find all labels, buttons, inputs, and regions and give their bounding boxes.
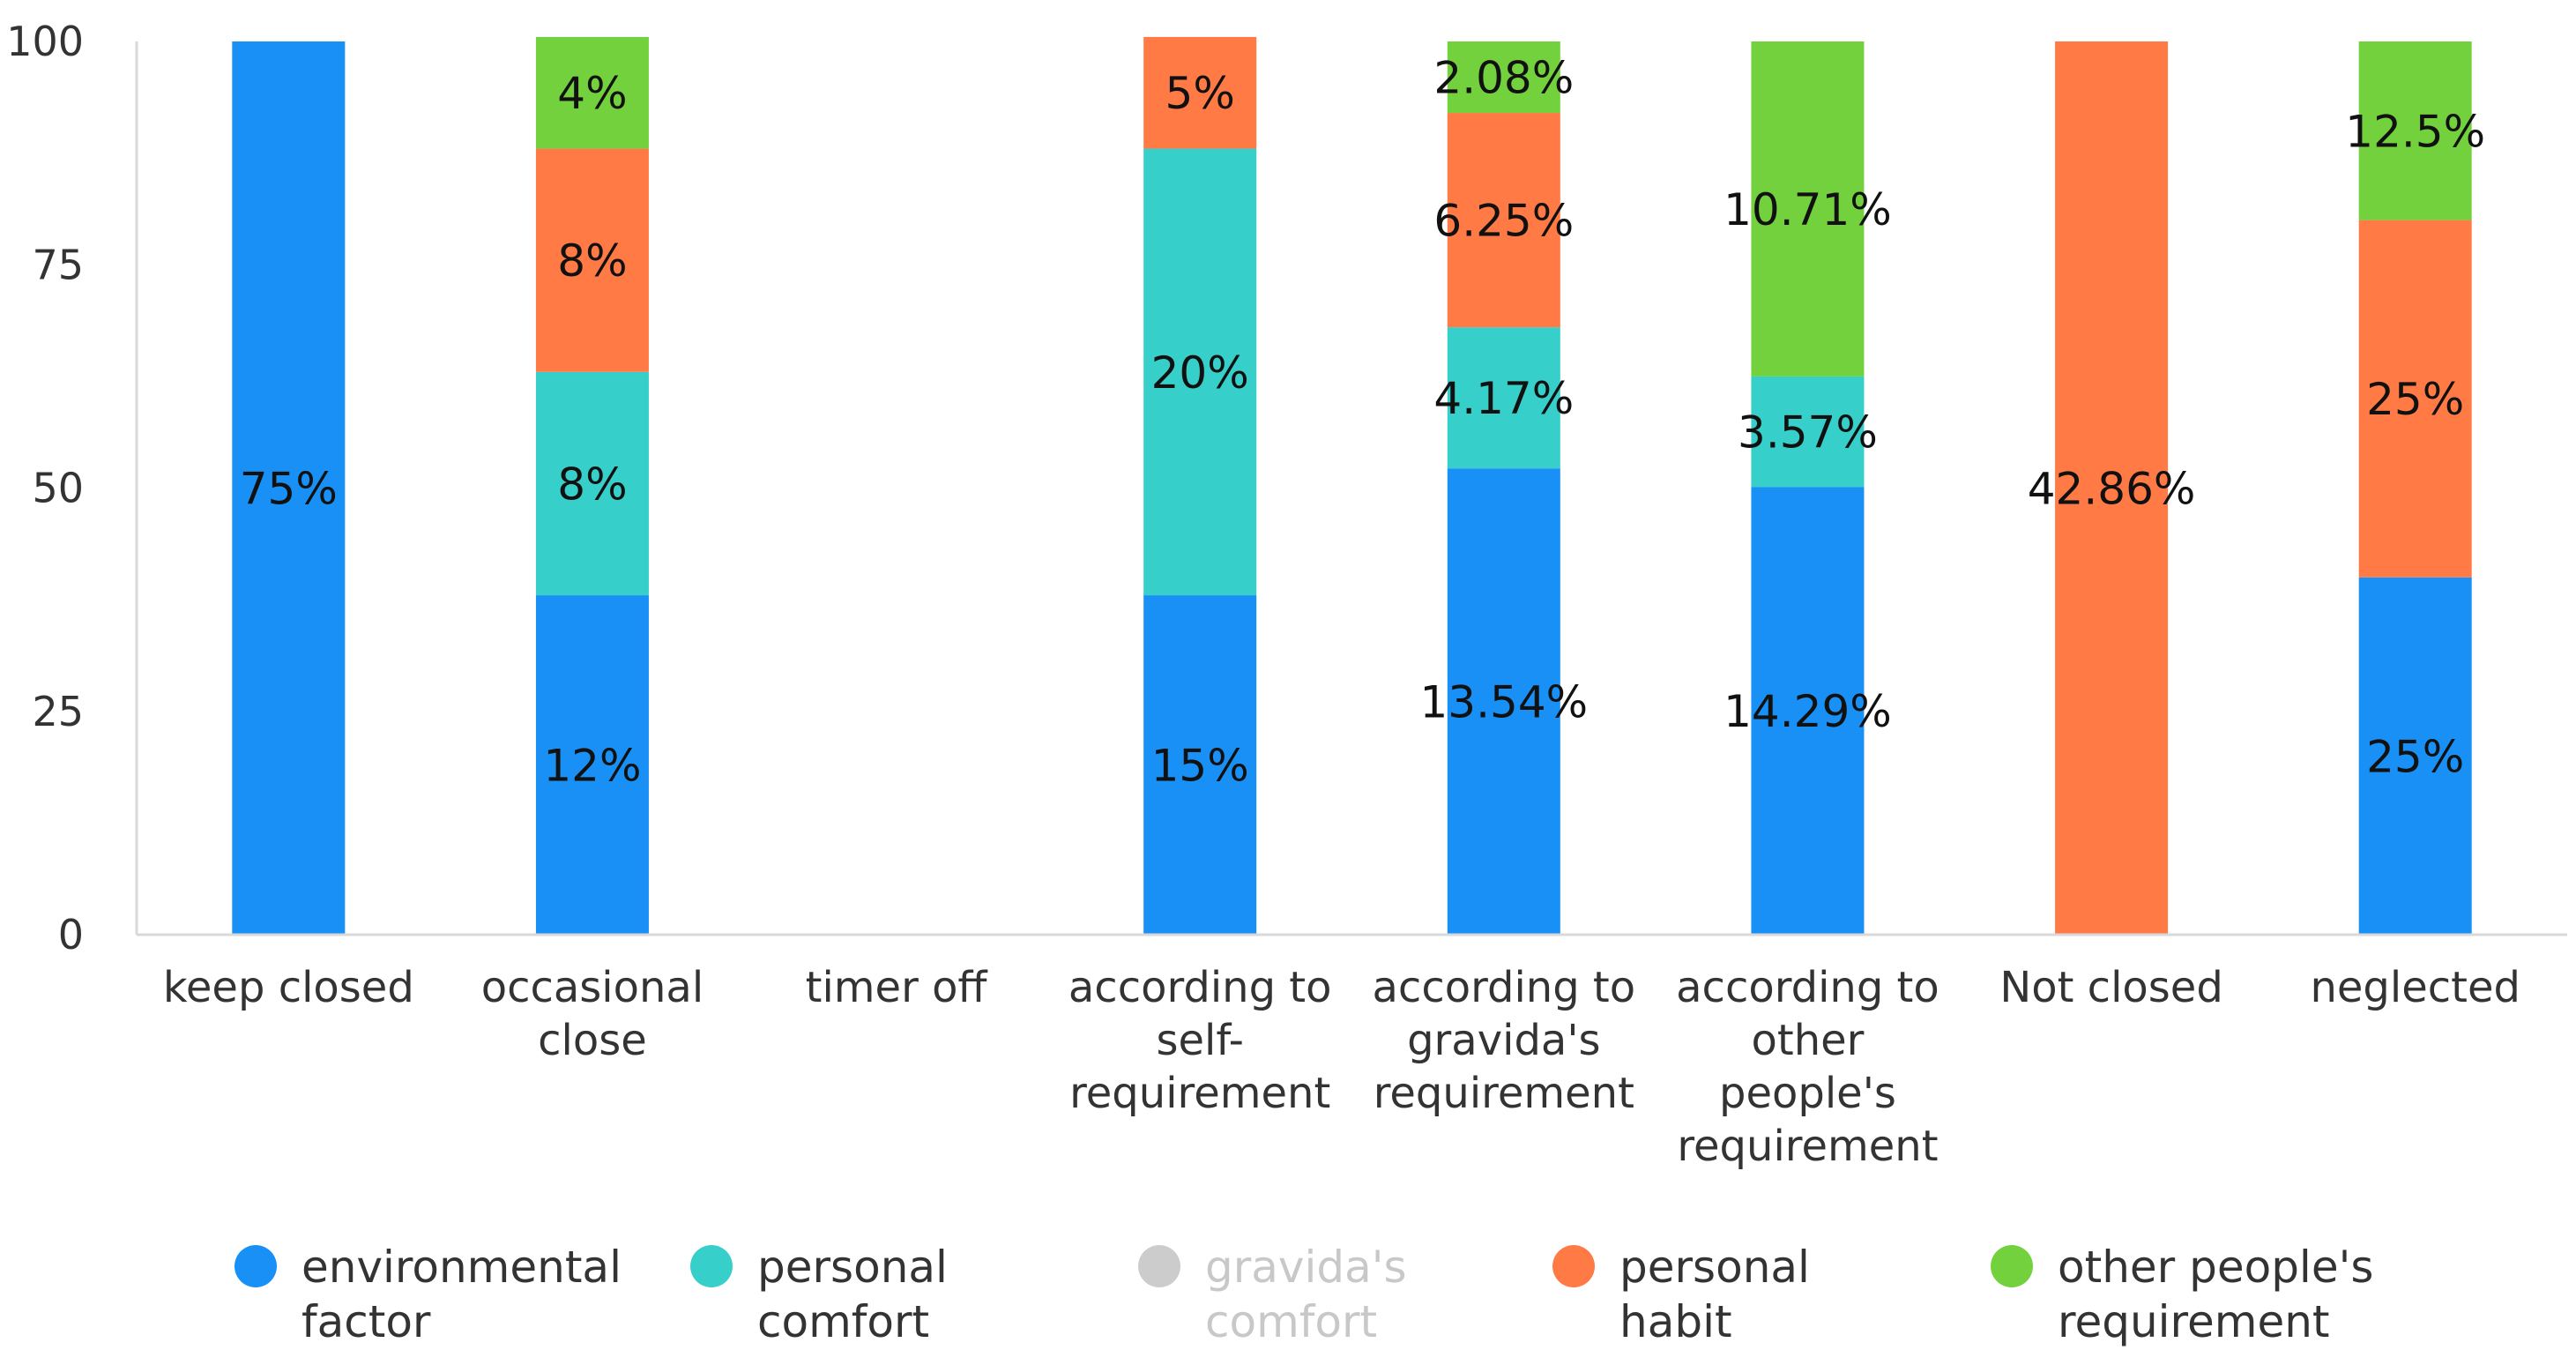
x-tick-label: close [538,1016,647,1065]
data-label: 5% [1165,68,1235,119]
x-tick-label: keep closed [163,963,414,1012]
legend-swatch [1552,1245,1595,1287]
legend-label: personal [1619,1242,1810,1293]
bar-segment[interactable] [2358,220,2472,578]
bar-segment[interactable] [1447,41,1560,114]
x-tick-label: occasional [481,963,704,1012]
x-tick-label: people's [1719,1069,1896,1118]
data-label: 25% [2366,731,2464,782]
y-tick-label: 100 [6,18,84,65]
legend[interactable]: environmentalfactorpersonalcomfortgravid… [235,1242,2373,1347]
legend-label: habit [1619,1296,1732,1347]
legend-swatch [235,1245,277,1287]
bar-segment[interactable] [1447,327,1560,469]
legend-swatch [1138,1245,1180,1287]
data-label: 20% [1151,347,1249,399]
data-label: 42.86% [2028,464,2196,515]
data-label: 15% [1151,741,1249,792]
data-label: 6.25% [1433,196,1574,247]
legend-label: requirement [2058,1296,2330,1347]
y-tick-label: 25 [32,688,84,735]
data-label: 8% [557,235,627,287]
bar-segment[interactable] [535,148,649,372]
bar-segment[interactable] [535,371,649,596]
bar-segment[interactable] [1447,468,1560,935]
bar-segment[interactable] [1751,487,1865,935]
legend-label: comfort [757,1296,929,1347]
bar-segment[interactable] [535,36,649,149]
data-label: 2.08% [1433,53,1574,104]
bar-segment[interactable] [1143,595,1257,935]
bar-segment[interactable] [2055,41,2169,935]
data-label: 12% [543,741,641,792]
bar-layer [232,36,2472,935]
y-axis: 0 25 50 75 100 [6,18,138,958]
y-tick-label: 50 [32,465,84,512]
data-label: 4% [557,68,627,119]
y-tick-label: 0 [58,911,84,958]
x-tick-label: according to [1068,963,1332,1012]
x-tick-label: other [1752,1016,1865,1065]
data-label: 75% [240,464,338,515]
data-label: 25% [2366,374,2464,425]
x-tick-label: according to [1676,963,1939,1012]
x-tick-label: neglected [2310,963,2520,1012]
bar-segment[interactable] [1143,36,1257,149]
legend-label: factor [302,1296,431,1347]
x-tick-label: requirement [1069,1069,1330,1118]
data-label: 14.29% [1724,686,1892,737]
bar-segment[interactable] [232,41,346,935]
data-label: 4.17% [1433,373,1574,424]
data-label: 13.54% [1419,677,1588,728]
data-label: 8% [557,459,627,510]
y-tick-label: 75 [32,241,84,288]
x-tick-label: according to [1373,963,1636,1012]
legend-label: gravida's [1205,1242,1407,1293]
x-tick-label: gravida's [1407,1016,1600,1065]
legend-swatch [1991,1245,2033,1287]
data-label: 3.57% [1738,407,1878,459]
legend-label: comfort [1205,1296,1377,1347]
bar-segment[interactable] [2358,41,2472,220]
bar-segment[interactable] [535,595,649,935]
legend-swatch [690,1245,733,1287]
x-tick-label: Not closed [1999,963,2222,1012]
data-label-layer: 75% 12% 8% 8% 4% 15% 20% 5% 13.54% 4.17% 6.25% 2.08… [240,53,2485,792]
bar-segment[interactable] [1751,41,1865,377]
bar-segment[interactable] [1447,113,1560,328]
legend-label: personal [757,1242,948,1293]
x-tick-label: requirement [1374,1069,1634,1118]
x-tick-label: timer off [806,963,988,1012]
bar-segment[interactable] [1143,148,1257,596]
legend-label: environmental [302,1242,622,1293]
data-label: 10.71% [1724,184,1892,235]
bar-segment[interactable] [1751,376,1865,488]
x-tick-label: requirement [1677,1122,1938,1171]
legend-label: other people's [2058,1242,2373,1293]
x-tick-label: self- [1156,1016,1243,1065]
bar-segment[interactable] [2358,577,2472,935]
data-label: 12.5% [2345,106,2485,157]
